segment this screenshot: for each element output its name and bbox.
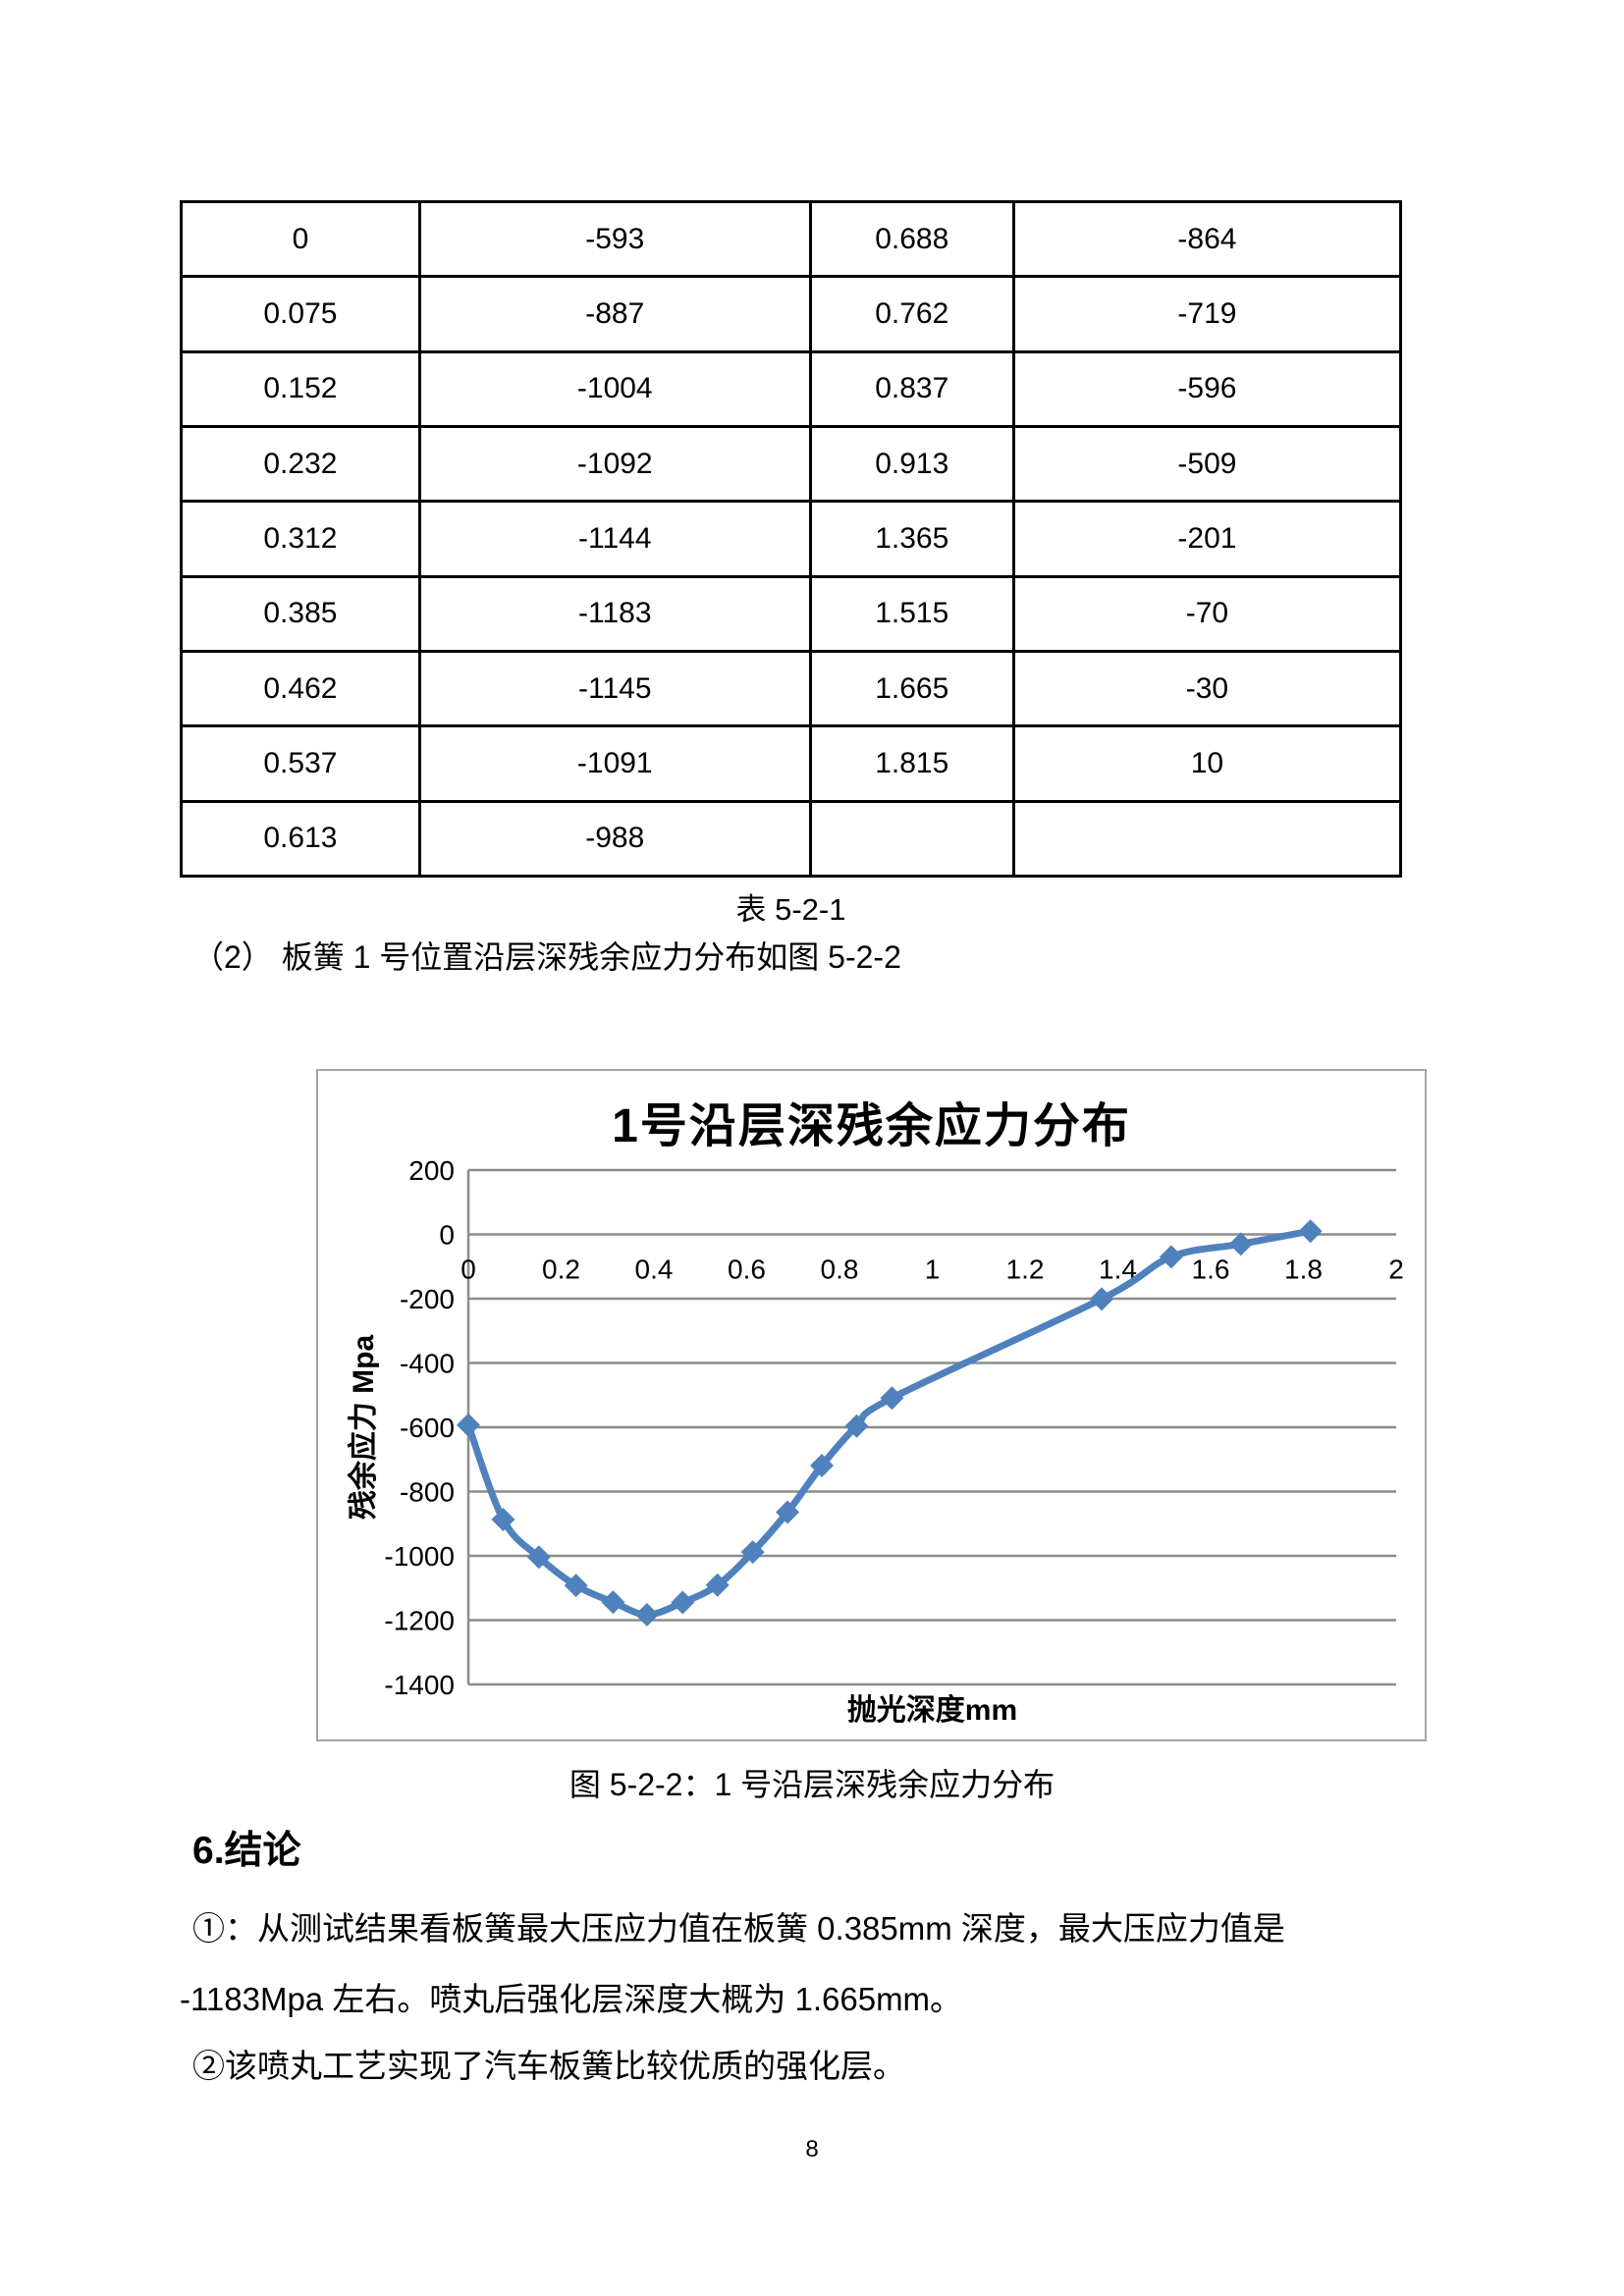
data-point-marker [1298,1219,1323,1244]
table-cell: 0.312 [180,500,421,578]
series-line [464,1227,1315,1619]
y-tick-label: -600 [400,1413,455,1443]
data-point-marker [601,1590,625,1615]
data-point-marker [526,1545,551,1570]
table-cell: -70 [1011,574,1403,653]
data-point-marker [491,1507,515,1531]
table-cell: 0.232 [180,424,421,504]
section-heading-conclusion: 6.结论 [192,1830,301,1872]
figure-caption: 图 5-2-2：1 号沿层深残余应力分布 [568,1767,1056,1802]
y-tick-label: -800 [400,1477,455,1508]
table-cell: -988 [417,799,812,879]
table-row: 0.613 -988 [180,799,1403,879]
table-cell: -1091 [417,724,812,803]
data-point-marker [705,1573,730,1597]
data-point-marker [740,1540,765,1565]
table-cell [1011,799,1403,879]
table-cell: 10 [1011,724,1403,803]
data-point-marker [457,1413,480,1437]
page-number: 8 [805,2136,819,2163]
conclusion-line-1: ①：从测试结果看板簧最大压应力值在板簧 0.385mm 深度，最大压应力值是 [192,1910,1285,1947]
paragraph-item-2: （2） 板簧 1 号位置沿层深残余应力分布如图 5-2-2 [192,939,901,975]
table-cell: 0.385 [180,574,421,653]
table-cell: 0.537 [180,724,421,803]
x-tick-label: 2 [1388,1255,1404,1285]
conclusion-line-2: -1183Mpa 左右。喷丸后强化层深度大概为 1.665mm。 [180,1981,963,2017]
x-tick-label: 1 [925,1255,941,1285]
table-cell: 1.365 [808,500,1015,578]
x-tick-label: 1.6 [1192,1255,1230,1285]
table-cell: 1.515 [808,574,1015,653]
data-point-marker [634,1602,659,1627]
y-tick-label: -200 [400,1284,455,1314]
table-cell: -1092 [417,424,812,504]
x-tick-label: 0.6 [728,1255,766,1285]
chart-figure: 1号沿层深残余应力分布 200 0 -200 -400 -600 -800 -1000 -12… [316,1069,1427,1741]
table-cell: -1004 [417,349,812,428]
table-cell: -1183 [417,574,812,653]
table-row: 0.462 -1145 1.665 -30 [180,649,1403,728]
data-point-marker [1228,1232,1253,1256]
table-cell: -864 [1011,199,1403,279]
table-cell: -1144 [417,500,812,578]
conclusion-line-3: ②该喷丸工艺实现了汽车板簧比较优质的强化层。 [192,2048,905,2084]
table-cell: -593 [417,199,812,279]
table-cell: 0.152 [180,349,421,428]
table-cell: 0.837 [808,349,1015,428]
table-row: 0.537 -1091 1.815 10 [180,724,1403,803]
y-axis-title: 残余应力 Mpa [347,1335,380,1521]
x-tick-label: 0.8 [821,1255,859,1285]
table-cell: -509 [1011,424,1403,504]
y-tick-label: -400 [400,1349,455,1379]
data-point-marker [671,1590,695,1615]
table-cell: 1.815 [808,724,1015,803]
data-point-marker [880,1386,904,1411]
table-cell: -30 [1011,649,1403,728]
y-tick-label: -1400 [384,1670,455,1700]
x-axis-title: 抛光深度mm [847,1694,1017,1727]
table-row: 0.312 -1144 1.365 -201 [180,500,1403,578]
table-cell: -596 [1011,349,1403,428]
table-row: 0 -593 0.688 -864 [180,199,1403,279]
x-tick-label: 0 [460,1255,476,1285]
y-tick-label: 200 [408,1155,455,1186]
y-tick-label: -1200 [384,1606,455,1636]
table-cell: 0.075 [180,275,421,353]
x-tick-label: 0.4 [635,1255,674,1285]
y-tick-label: -1000 [384,1541,455,1572]
table-cell: -719 [1011,275,1403,353]
table-cell: 0.762 [808,275,1015,353]
x-tick-label: 1.2 [1006,1255,1045,1285]
x-tick-label: 0.2 [542,1255,580,1285]
table-cell: -887 [417,275,812,353]
data-point-marker [1089,1287,1113,1311]
stress-data-table: 0 -593 0.688 -864 0.075 -887 0.762 -719 0.152 -10… [180,199,1403,879]
table-cell: 0 [180,199,421,279]
table-cell: -201 [1011,500,1403,578]
chart-title: 1号沿层深残余应力分布 [612,1100,1131,1152]
table-cell: 1.665 [808,649,1015,728]
table-cell: -1145 [417,649,812,728]
table-cell: 0.613 [180,799,421,879]
table-row: 0.385 -1183 1.515 -70 [180,574,1403,653]
data-point-marker [776,1500,800,1524]
x-tick-label: 1.8 [1284,1255,1323,1285]
table-caption: 表 5-2-1 [735,892,846,927]
table-cell: 0.913 [808,424,1015,504]
table-row: 0.075 -887 0.762 -719 [180,275,1403,353]
table-cell [808,799,1015,879]
data-point-marker [844,1414,869,1438]
table-cell: 0.688 [808,199,1015,279]
y-tick-label: 0 [439,1220,455,1251]
data-point-marker [564,1574,588,1598]
table-row: 0.232 -1092 0.913 -509 [180,424,1403,504]
data-point-marker [1159,1245,1183,1269]
stress-data-table-body: 0 -593 0.688 -864 0.075 -887 0.762 -719 0.152 -10… [180,199,1403,879]
data-point-marker [810,1453,835,1477]
table-cell: 0.462 [180,649,421,728]
table-row: 0.152 -1004 0.837 -596 [180,349,1403,428]
